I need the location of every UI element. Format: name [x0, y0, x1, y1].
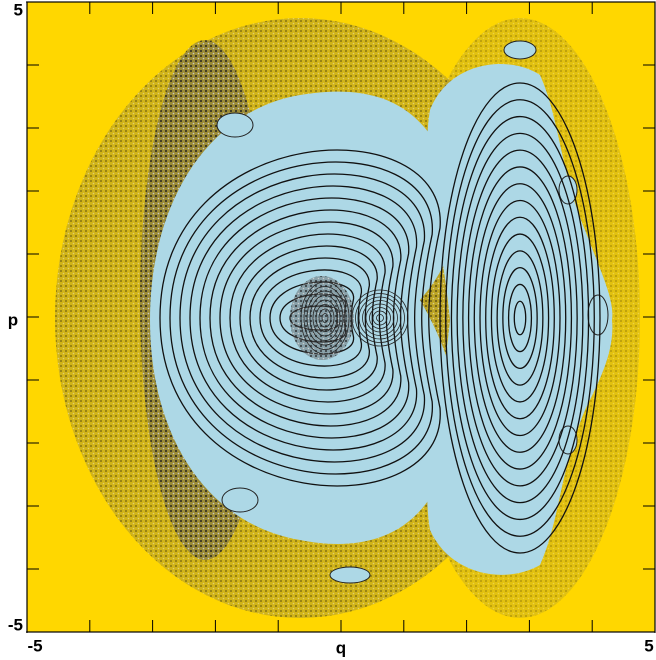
contour — [369, 307, 391, 329]
x-tick-label: -5 — [27, 636, 42, 655]
island — [216, 112, 254, 138]
contour — [321, 313, 329, 323]
contour — [479, 199, 561, 437]
contour — [209, 209, 402, 427]
plot-area — [27, 2, 655, 632]
contour — [502, 266, 538, 370]
contour — [312, 299, 338, 337]
contour — [439, 82, 601, 554]
contour — [376, 314, 384, 322]
contour — [450, 115, 590, 521]
contour — [372, 310, 388, 326]
contour — [490, 233, 550, 403]
contour — [351, 289, 409, 347]
contour — [513, 300, 527, 336]
contour — [445, 99, 595, 537]
contour — [189, 185, 418, 451]
island — [221, 487, 259, 513]
contour — [229, 233, 386, 403]
contour — [169, 161, 433, 475]
axes: -5 5 -5 5 q p — [8, 0, 656, 657]
x-tick-label: 5 — [644, 636, 653, 655]
contour — [355, 293, 405, 343]
contour — [249, 257, 370, 379]
contour — [315, 304, 335, 332]
contour — [467, 166, 573, 470]
x-axis-label: q — [336, 638, 346, 657]
y-tick-label: 5 — [14, 0, 23, 19]
island — [329, 566, 371, 584]
contour — [259, 269, 363, 367]
contour — [473, 183, 567, 453]
contour — [507, 283, 533, 353]
contour — [462, 149, 578, 487]
y-tick-label: -5 — [8, 615, 23, 634]
contour — [306, 290, 344, 346]
contour — [496, 250, 544, 386]
contour — [199, 197, 410, 439]
contour — [309, 295, 341, 341]
contour — [239, 245, 378, 391]
island — [503, 40, 537, 60]
contour — [179, 173, 425, 463]
contour — [358, 296, 402, 340]
island — [587, 294, 609, 336]
contour — [362, 300, 398, 336]
contour — [300, 281, 350, 355]
contour — [303, 286, 347, 350]
contour — [159, 149, 441, 487]
contour — [219, 221, 394, 415]
contour — [318, 308, 332, 328]
y-axis-label: p — [8, 310, 18, 329]
contour — [456, 132, 584, 504]
contour — [365, 303, 395, 333]
contour — [485, 216, 555, 420]
